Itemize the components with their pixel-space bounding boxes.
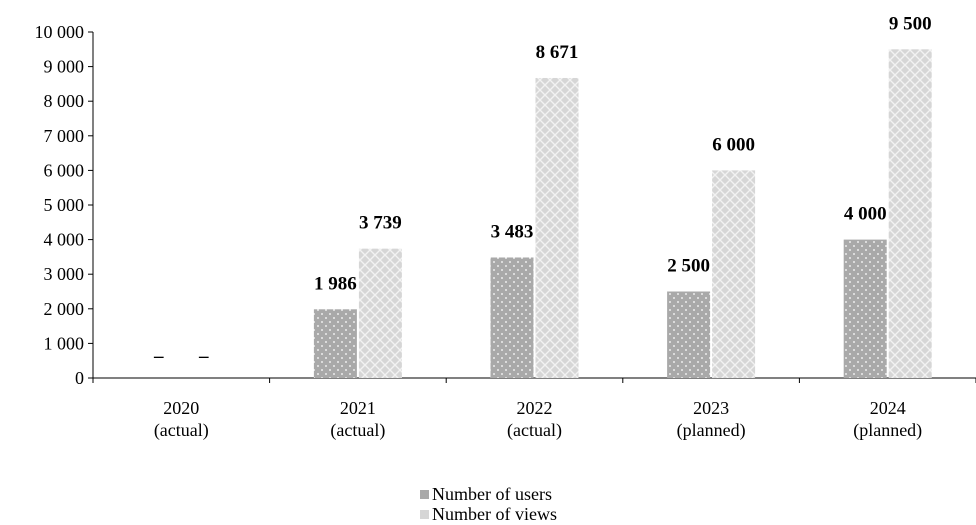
y-tick-label: 3 000 — [44, 264, 85, 284]
data-label: 4 000 — [844, 204, 887, 225]
y-tick-label: 1 000 — [44, 333, 85, 353]
x-tick-label: (planned) — [677, 420, 746, 441]
x-tick-label: 2020 — [163, 398, 199, 418]
x-tick-label: (actual) — [507, 420, 562, 441]
x-tick-label: (actual) — [330, 420, 385, 441]
bar-chart: 0 1 000 2 000 3 000 4 000 5 000 6 000 7 000 8 00… — [35, 13, 976, 441]
data-label: 6 000 — [712, 134, 755, 155]
legend-label-views: Number of views — [432, 504, 557, 524]
x-tick-label: 2022 — [517, 398, 553, 418]
data-label: 3 483 — [491, 221, 534, 242]
bar-users — [667, 291, 711, 378]
y-tick-label: 6 000 — [44, 160, 85, 180]
bar-views — [535, 77, 579, 378]
y-tick-label: 0 — [75, 368, 84, 388]
legend-swatch-users — [420, 489, 429, 499]
data-label: 2 500 — [667, 256, 710, 277]
x-tick-label: (actual) — [154, 420, 209, 441]
bars — [313, 49, 932, 379]
data-labels: – 1 986 3 483 2 500 4 000 – 3 739 8 671 6 000 9 5… — [153, 13, 932, 367]
bar-views — [358, 248, 402, 378]
bar-users — [490, 257, 534, 378]
y-tick-label: 7 000 — [44, 126, 85, 146]
data-label: – — [153, 346, 164, 367]
data-label: 3 739 — [359, 213, 402, 234]
x-tick-label: 2023 — [693, 398, 729, 418]
x-tick-label: (planned) — [853, 420, 922, 441]
y-tick-label: 5 000 — [44, 195, 85, 215]
y-tick-label: 9 000 — [44, 57, 85, 77]
bar-users — [313, 309, 357, 378]
y-tick-label: 2 000 — [44, 299, 85, 319]
y-tick-label: 8 000 — [44, 91, 85, 111]
bar-views — [712, 170, 756, 378]
y-tick-label: 4 000 — [44, 230, 85, 250]
legend-item-users: Number of users — [420, 484, 557, 504]
x-tick-label: 2024 — [870, 398, 906, 418]
data-label: 1 986 — [314, 273, 357, 294]
legend-label-users: Number of users — [432, 484, 552, 504]
bar-users — [843, 239, 887, 378]
data-label: 9 500 — [889, 13, 932, 34]
x-tick-label: 2021 — [340, 398, 376, 418]
legend: Number of users Number of views — [420, 484, 557, 524]
data-label: – — [198, 346, 209, 367]
legend-item-views: Number of views — [420, 504, 557, 524]
data-label: 8 671 — [536, 42, 579, 63]
axes: 0 1 000 2 000 3 000 4 000 5 000 6 000 7 000 8 00… — [35, 22, 976, 441]
y-tick-label: 10 000 — [35, 22, 85, 42]
legend-swatch-views — [420, 509, 429, 519]
bar-views — [888, 49, 932, 379]
